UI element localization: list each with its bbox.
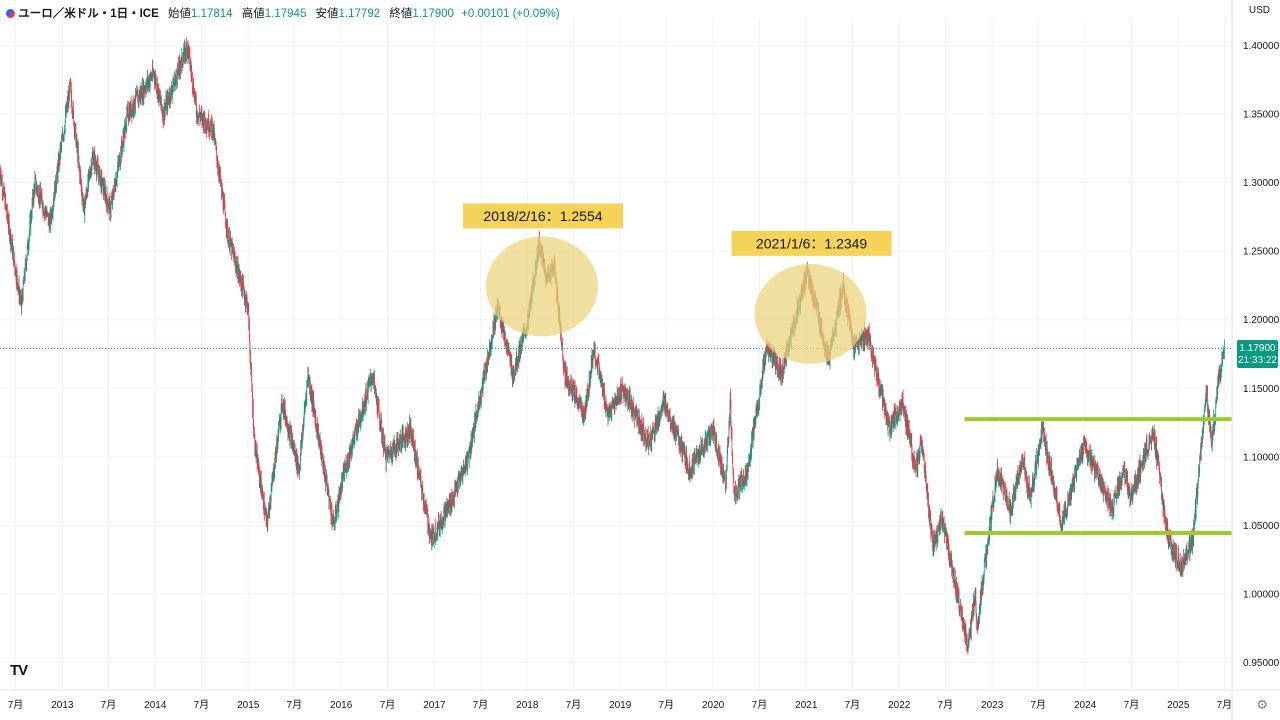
x-tick-label: 2022 — [888, 700, 911, 711]
y-tick-label: 0.95000 — [1243, 658, 1280, 669]
x-tick-label: 7月 — [845, 699, 861, 711]
x-tick-label: 7月 — [1124, 699, 1140, 711]
highlight-label-bg — [462, 203, 623, 229]
current-price-badge: 1.17900 21:33:22 — [1237, 340, 1278, 368]
y-tick-label: 1.30000 — [1243, 178, 1280, 189]
highlight-label: 2021/1/6：1.2349 — [756, 235, 868, 251]
x-tick-label: 2014 — [144, 700, 167, 711]
high-value: 1.17945 — [264, 8, 307, 20]
settings-gear-icon[interactable]: ⚙ — [1256, 697, 1268, 712]
x-tick-label: 7月 — [1217, 699, 1233, 711]
time-axis[interactable]: 7月 2013 7月 2014 7月 2015 7月 2016 7月 2017 7月 2018 7月 20… — [0, 689, 1280, 711]
x-tick-label: 2024 — [1074, 700, 1097, 711]
close-label: 終値 — [389, 8, 413, 20]
open-label: 始値 — [167, 8, 191, 20]
x-tick-label: 2018 — [516, 700, 539, 711]
y-tick-label: 1.25000 — [1243, 247, 1280, 258]
low-label: 安値 — [315, 8, 339, 20]
x-tick-label: 7月 — [1030, 699, 1046, 711]
highlight-annotations: 2018/2/16：1.2554 2021/1/6：1.2349 — [462, 203, 892, 364]
highlight-circle — [485, 236, 598, 337]
x-tick-label: 7月 — [287, 699, 303, 711]
x-tick-label: 2016 — [330, 700, 353, 711]
highlight-label: 2018/2/16：1.2554 — [483, 208, 602, 224]
currency-label[interactable]: USD — [1248, 5, 1270, 16]
y-tick-label: 1.40000 — [1243, 41, 1280, 52]
x-tick-label: 2013 — [51, 700, 74, 711]
low-value: 1.17792 — [338, 8, 381, 20]
symbol-flag-icon[interactable] — [6, 9, 15, 18]
close-value: 1.17900 — [412, 8, 454, 20]
x-tick-label: 7月 — [380, 699, 396, 711]
price-badge-bg — [1237, 340, 1278, 368]
open-value: 1.17814 — [190, 8, 233, 20]
tradingview-logo-icon[interactable]: TV — [10, 662, 28, 679]
y-tick-label: 1.20000 — [1243, 315, 1280, 326]
high-label: 高値 — [241, 8, 265, 20]
highlight-label-bg — [731, 230, 892, 256]
y-tick-label: 1.10000 — [1243, 452, 1280, 463]
x-tick-label: 2017 — [423, 700, 446, 711]
x-tick-label: 2015 — [237, 700, 260, 711]
y-tick-label: 1.05000 — [1243, 521, 1280, 532]
x-tick-label: 2021 — [795, 700, 818, 711]
x-tick-label: 7月 — [8, 699, 24, 711]
x-tick-label: 7月 — [938, 699, 954, 711]
chart-grid — [0, 18, 1232, 690]
x-tick-label: 7月 — [566, 699, 582, 711]
price-axis[interactable]: 0.95000 1.00000 1.05000 1.10000 1.15000 1.200… — [1231, 0, 1280, 720]
x-tick-label: 2019 — [609, 700, 632, 711]
price-badge-time: 21:33:22 — [1238, 355, 1277, 366]
x-tick-label: 7月 — [752, 699, 768, 711]
x-tick-label: 7月 — [101, 699, 117, 711]
candlestick-series — [0, 37, 1225, 655]
y-tick-label: 1.15000 — [1243, 384, 1280, 395]
chart-header: ユーロ／米ドル・1日・ICE 始値1.17814 高値1.17945 安値1.1… — [6, 5, 560, 21]
change-value: +0.00101 (+0.09%) — [461, 8, 560, 20]
highlight-circle — [754, 263, 867, 364]
support-resistance-lines — [964, 417, 1232, 535]
x-tick-label: 7月 — [473, 699, 489, 711]
x-tick-label: 7月 — [194, 699, 210, 711]
y-tick-label: 1.35000 — [1243, 110, 1280, 121]
x-tick-label: 2023 — [981, 700, 1004, 711]
x-tick-label: 2025 — [1167, 700, 1190, 711]
symbol-title[interactable]: ユーロ／米ドル・1日・ICE — [18, 8, 159, 20]
x-tick-label: 7月 — [659, 699, 675, 711]
y-tick-label: 1.00000 — [1243, 590, 1280, 601]
x-tick-label: 2020 — [702, 700, 725, 711]
price-badge-value: 1.17900 — [1239, 343, 1276, 354]
